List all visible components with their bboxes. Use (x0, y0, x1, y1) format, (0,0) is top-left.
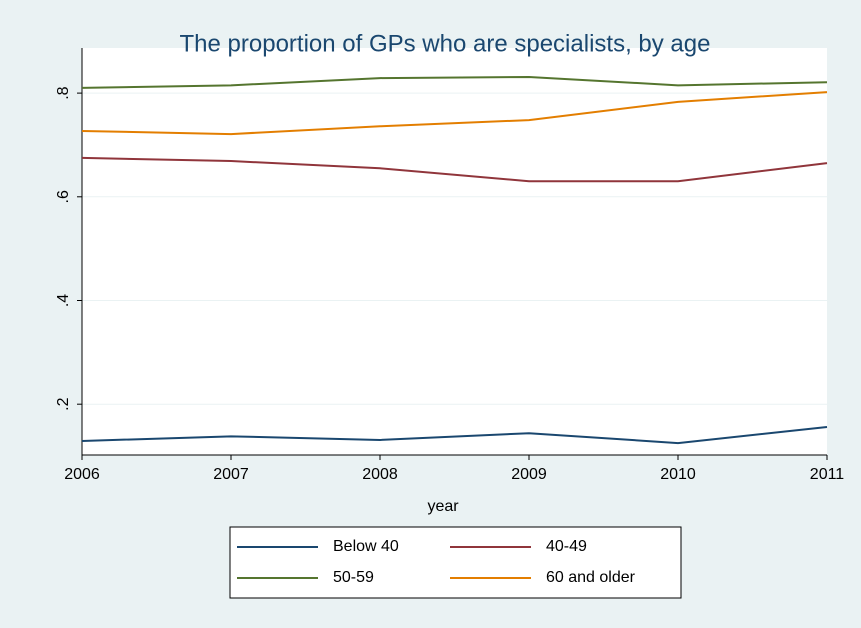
x-tick-label: 2009 (511, 466, 547, 483)
series-line (81, 426, 828, 445)
series-line (81, 76, 828, 89)
plot-area (82, 48, 827, 455)
y-tick-label: .2 (55, 397, 72, 410)
x-axis-title: year (427, 498, 459, 515)
legend-label: Below 40 (333, 538, 399, 555)
series-line (81, 156, 828, 183)
x-tick-label: 2008 (362, 466, 398, 483)
legend-label: 50-59 (333, 569, 374, 586)
y-tick-label: .4 (55, 294, 72, 307)
x-tick-label: 2007 (213, 466, 249, 483)
y-tick-label: .6 (55, 190, 72, 203)
y-tick-label: .8 (55, 86, 72, 99)
series-line (81, 91, 828, 136)
x-tick-label: 2010 (660, 466, 696, 483)
x-tick-label: 2011 (810, 466, 845, 483)
legend-label: 60 and older (546, 569, 636, 586)
legend-label: 40-49 (546, 538, 587, 555)
chart-title: The proportion of GPs who are specialist… (180, 30, 711, 57)
legend (229, 526, 682, 599)
x-tick-label: 2006 (64, 466, 100, 483)
